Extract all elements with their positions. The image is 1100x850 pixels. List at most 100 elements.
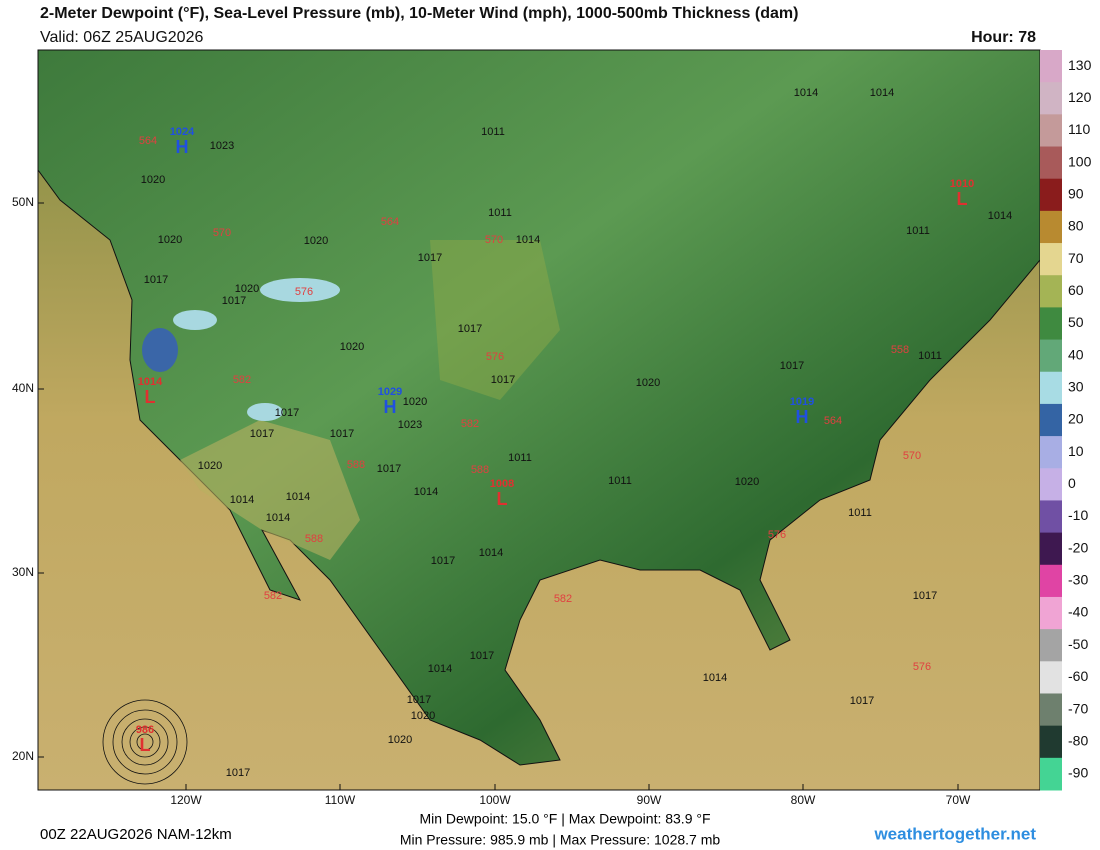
thickness-label: 576	[768, 529, 786, 541]
colorbar-label: 60	[1068, 282, 1084, 298]
center-symbol: L	[957, 189, 968, 209]
isobar-label: 1011	[848, 507, 872, 519]
colorbar-label: 0	[1068, 475, 1076, 491]
site-link[interactable]: weathertogether.net	[873, 824, 1036, 843]
isobar-label: 1017	[470, 650, 494, 662]
center-symbol: H	[796, 407, 809, 427]
colorbar-label: 20	[1068, 411, 1084, 427]
center-pressure: 1029	[378, 386, 402, 398]
lon-label: 100W	[479, 793, 511, 807]
title: 2-Meter Dewpoint (°F), Sea-Level Pressur…	[40, 5, 798, 22]
thickness-label: 576	[295, 286, 313, 298]
thickness-label: 582	[264, 590, 282, 602]
colorbar-label: 130	[1068, 57, 1092, 73]
isobar-label: 1014	[266, 512, 290, 524]
center-pressure: 1024	[170, 126, 195, 138]
colorbar-segment	[1040, 371, 1062, 405]
colorbar-segment	[1040, 178, 1062, 212]
colorbar-label: 40	[1068, 346, 1084, 362]
isobar-label: 1017	[330, 428, 354, 440]
center-symbol: L	[140, 735, 151, 755]
colorbar-label: 110	[1068, 121, 1091, 137]
lon-label: 120W	[170, 793, 202, 807]
forecast-hour: Hour: 78	[971, 29, 1036, 46]
isobar-label: 1023	[398, 419, 422, 431]
lon-label: 70W	[946, 793, 971, 807]
lon-label: 90W	[637, 793, 662, 807]
center-pressure: 1014	[138, 376, 163, 388]
isobar-label: 1017	[780, 360, 804, 372]
pressure-range: Min Pressure: 985.9 mb | Max Pressure: 1…	[400, 832, 721, 848]
isobar-label: 1017	[377, 463, 401, 475]
thickness-label: 570	[903, 450, 921, 462]
colorbar-segment	[1040, 210, 1062, 244]
colorbar-label: 80	[1068, 218, 1084, 234]
thickness-label: 588	[305, 533, 323, 545]
isobar-label: 1020	[735, 476, 759, 488]
isobar-label: 1020	[304, 235, 328, 247]
isobar-label: 1017	[250, 428, 274, 440]
colorbar-segment	[1040, 275, 1062, 308]
isobar-label: 1014	[870, 87, 894, 99]
thickness-label: 588	[471, 464, 489, 476]
lat-label: 40N	[12, 381, 34, 395]
colorbar-segment	[1040, 436, 1062, 469]
valid-time: Valid: 06Z 25AUG2026	[40, 29, 203, 46]
colorbar-segment	[1040, 339, 1062, 373]
center-pressure: 1010	[950, 178, 974, 190]
colorbar-label: -10	[1068, 507, 1088, 523]
lon-label: 110W	[325, 793, 356, 807]
colorbar-label: 90	[1068, 185, 1084, 201]
isobar-label: 1017	[491, 374, 515, 386]
isobar-label: 1020	[388, 734, 412, 746]
isobar-label: 1014	[479, 547, 503, 559]
center-symbol: L	[497, 489, 508, 509]
colorbar-label: -80	[1068, 732, 1088, 748]
isobar-label: 1011	[906, 225, 930, 237]
colorbar-segment	[1040, 596, 1062, 630]
isobar-label: 1017	[913, 590, 937, 602]
isobar-label: 1020	[411, 710, 435, 722]
isobar-label: 1020	[235, 283, 259, 295]
colorbar-label: 120	[1068, 89, 1092, 105]
isobar-label: 1011	[918, 350, 942, 362]
colorbar-label: 100	[1068, 153, 1092, 169]
model-run: 00Z 22AUG2026 NAM-12km	[40, 826, 232, 843]
center-pressure: 1019	[790, 396, 814, 408]
thickness-label: 588	[347, 459, 365, 471]
isobar-label: 1017	[850, 695, 874, 707]
isobar-label: 1014	[516, 234, 540, 246]
thickness-label: 582	[233, 374, 251, 386]
lat-label: 20N	[12, 749, 34, 763]
colorbar-segment	[1040, 725, 1062, 759]
isobar-label: 1011	[608, 475, 632, 487]
low-dewpoint-area	[247, 403, 283, 421]
isobar-label: 1011	[488, 207, 512, 219]
thickness-label: 564	[824, 415, 842, 427]
lat-label: 30N	[12, 565, 34, 579]
hurricane-isobars	[102, 699, 188, 785]
thickness-label: 582	[461, 418, 479, 430]
isobar-label: 1014	[230, 494, 254, 506]
colorbar-segment	[1040, 757, 1062, 791]
isobar-label: 1017	[431, 555, 455, 567]
center-symbol: L	[145, 387, 156, 407]
colorbar-label: -40	[1068, 604, 1088, 620]
colorbar-segment	[1040, 629, 1062, 662]
isobar-label: 1017	[407, 694, 431, 706]
thickness-label: 564	[139, 135, 157, 147]
isobar-label: 1017	[222, 295, 246, 307]
low-dewpoint-area	[173, 310, 217, 330]
isobar-label: 1011	[508, 452, 532, 464]
thickness-label: 564	[381, 216, 399, 228]
isobar-label: 1020	[198, 460, 222, 472]
isobar-label: 1017	[275, 407, 299, 419]
dry-southwest	[180, 420, 360, 560]
colorbar-segment	[1040, 307, 1062, 341]
center-symbol: H	[176, 137, 189, 157]
colorbar-segment	[1040, 243, 1062, 276]
colorbar-segment	[1040, 564, 1062, 598]
thickness-label: 576	[486, 351, 504, 363]
map	[38, 50, 1040, 790]
